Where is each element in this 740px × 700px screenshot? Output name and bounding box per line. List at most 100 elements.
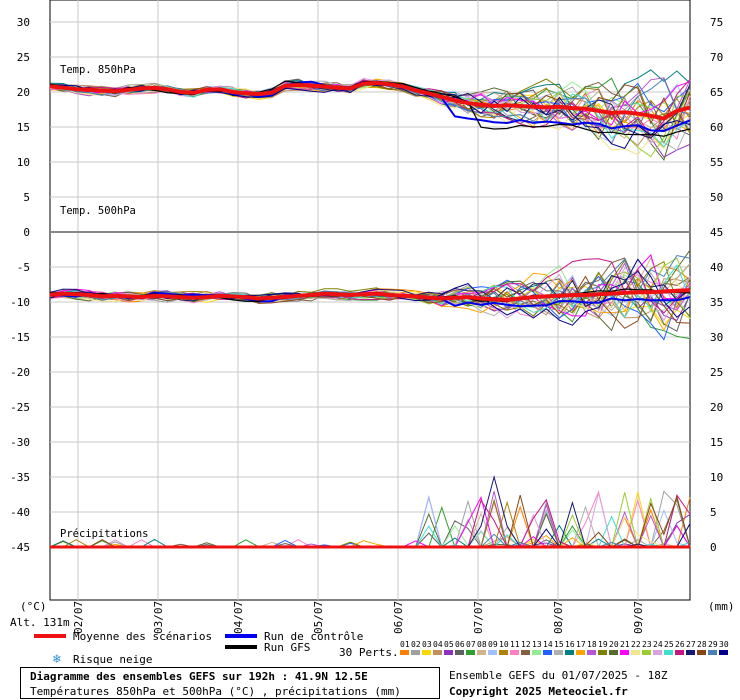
perturbation-number: 11 [510, 640, 520, 649]
x-date-tick: 07/07 [472, 601, 485, 634]
left-y-tick: -45 [10, 541, 30, 554]
x-date-tick: 08/07 [552, 601, 565, 634]
perturbation-number: 28 [697, 640, 707, 649]
left-unit-label: (°C) [20, 600, 47, 613]
perturbation-number: 26 [675, 640, 685, 649]
left-y-tick: -40 [10, 506, 30, 519]
right-y-tick: 65 [710, 86, 723, 99]
perturbation-color-swatch [686, 650, 695, 655]
perturbation-color-swatch [620, 650, 629, 655]
perturbation-number: 19 [598, 640, 608, 649]
chart-title: Diagramme des ensembles GEFS sur 192h : … [30, 670, 368, 683]
right-y-tick: 10 [710, 471, 723, 484]
left-y-tick: 20 [17, 86, 30, 99]
panel-label: Temp. 850hPa [60, 64, 136, 76]
snowflake-icon: ❄ [53, 652, 61, 667]
right-y-tick: 30 [710, 331, 723, 344]
perturbation-color-swatch [510, 650, 519, 655]
perturbation-number: 02 [411, 640, 421, 649]
perturbation-number: 01 [400, 640, 410, 649]
perturbation-color-swatch [697, 650, 706, 655]
x-date-tick: 03/07 [152, 601, 165, 634]
left-y-tick: 10 [17, 156, 30, 169]
perturbation-color-swatch [675, 650, 684, 655]
chart-subtitle: Températures 850hPa et 500hPa (°C) , pré… [30, 685, 401, 698]
perturbation-color-swatch [400, 650, 409, 655]
perturbation-number: 13 [532, 640, 542, 649]
perturbation-number: 07 [466, 640, 476, 649]
legend-control-label: Run de contrôle [264, 630, 364, 643]
perturbation-color-swatch [543, 650, 552, 655]
perturbation-number: 18 [587, 640, 597, 649]
legend-gfs-label: Run GFS [264, 641, 311, 654]
copyright: Copyright 2025 Meteociel.fr [449, 685, 628, 698]
right-y-tick: 5 [710, 506, 717, 519]
right-y-tick: 45 [710, 226, 723, 239]
perturbation-number: 27 [686, 640, 696, 649]
perturbation-number: 30 [719, 640, 729, 649]
perturbation-number: 03 [422, 640, 432, 649]
right-y-tick: 35 [710, 296, 723, 309]
perturbation-number: 17 [576, 640, 586, 649]
right-y-tick: 0 [710, 541, 717, 554]
right-y-tick: 75 [710, 16, 723, 29]
perturbation-number: 25 [664, 640, 674, 649]
perturbation-color-swatch [587, 650, 596, 655]
perturbation-number: 23 [642, 640, 652, 649]
panel-label: Temp. 500hPa [60, 205, 136, 217]
altitude-label: Alt. 131m [10, 616, 70, 629]
ensemble-mean-line [49, 288, 691, 302]
left-y-tick: 30 [17, 16, 30, 29]
legend-mean-swatch [34, 634, 66, 638]
perturbation-number: 14 [543, 640, 553, 649]
perturbation-color-swatch [576, 650, 585, 655]
perturbation-color-swatch [433, 650, 442, 655]
perturbation-color-swatch [466, 650, 475, 655]
perturbation-number: 04 [433, 640, 443, 649]
perturbation-number: 20 [609, 640, 619, 649]
left-y-tick: -30 [10, 436, 30, 449]
perturbation-color-swatch [532, 650, 541, 655]
left-y-tick: 25 [17, 51, 30, 64]
x-date-tick: 06/07 [392, 601, 405, 634]
x-date-tick: 04/07 [232, 601, 245, 634]
legend-mean-label: Moyenne des scénarios [73, 630, 213, 643]
perturbation-color-swatch [411, 650, 420, 655]
perturbation-color-swatch [708, 650, 717, 655]
perturbation-color-swatch [719, 650, 728, 655]
x-date-tick: 02/07 [72, 601, 85, 634]
right-y-tick: 60 [710, 121, 723, 134]
left-y-tick: -15 [10, 331, 30, 344]
perturbation-color-swatch [631, 650, 640, 655]
perturbation-color-swatch [664, 650, 673, 655]
ensemble-mean-line [49, 80, 691, 121]
perturbation-number: 05 [444, 640, 454, 649]
left-y-tick: -5 [17, 261, 30, 274]
right-y-tick: 40 [710, 261, 723, 274]
perturbation-color-swatch [554, 650, 563, 655]
perturbations-label: 30 Perts. [339, 646, 399, 659]
perturbation-number: 22 [631, 640, 641, 649]
left-y-tick: -25 [10, 401, 30, 414]
ensemble-info: Ensemble GEFS du 01/07/2025 - 18Z [449, 669, 668, 682]
perturbation-number: 09 [488, 640, 498, 649]
perturbation-number: 08 [477, 640, 487, 649]
legend-gfs-swatch [225, 645, 257, 649]
perturbation-color-swatch [455, 650, 464, 655]
left-y-tick: 0 [23, 226, 30, 239]
perturbation-number: 29 [708, 640, 718, 649]
perturbation-color-swatch [499, 650, 508, 655]
perturbation-color-swatch [488, 650, 497, 655]
right-y-tick: 70 [710, 51, 723, 64]
perturbation-number: 21 [620, 640, 630, 649]
right-y-tick: 20 [710, 401, 723, 414]
x-date-tick: 09/07 [632, 601, 645, 634]
right-y-tick: 25 [710, 366, 723, 379]
perturbation-color-swatch [521, 650, 530, 655]
left-y-tick: -10 [10, 296, 30, 309]
right-y-tick: 55 [710, 156, 723, 169]
title-box [20, 667, 440, 699]
right-unit-label: (mm) [708, 600, 735, 613]
